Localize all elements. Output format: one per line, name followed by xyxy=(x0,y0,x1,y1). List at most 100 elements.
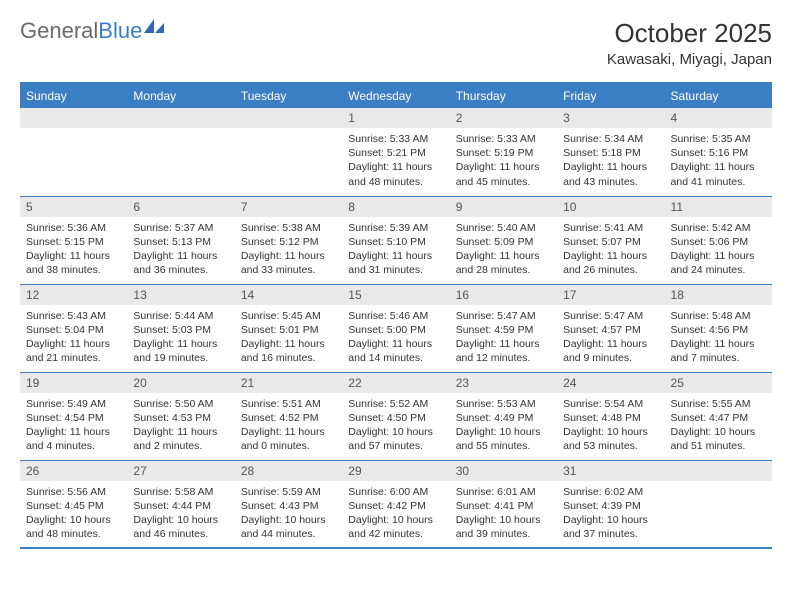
day-details: Sunrise: 5:51 AMSunset: 4:52 PMDaylight:… xyxy=(235,393,342,458)
daylight-text: Daylight: 11 hours and 45 minutes. xyxy=(456,160,551,188)
sunset-text: Sunset: 4:53 PM xyxy=(133,411,228,425)
sunset-text: Sunset: 4:44 PM xyxy=(133,499,228,513)
day-details: Sunrise: 5:39 AMSunset: 5:10 PMDaylight:… xyxy=(342,217,449,282)
sail-icon xyxy=(144,19,166,35)
calendar-day-cell: 8Sunrise: 5:39 AMSunset: 5:10 PMDaylight… xyxy=(342,196,449,284)
logo-text-gray: General xyxy=(20,18,98,44)
day-details: Sunrise: 5:36 AMSunset: 5:15 PMDaylight:… xyxy=(20,217,127,282)
daylight-text: Daylight: 10 hours and 51 minutes. xyxy=(671,425,766,453)
daylight-text: Daylight: 10 hours and 48 minutes. xyxy=(26,513,121,541)
sunset-text: Sunset: 4:39 PM xyxy=(563,499,658,513)
daylight-text: Daylight: 11 hours and 12 minutes. xyxy=(456,337,551,365)
daylight-text: Daylight: 10 hours and 57 minutes. xyxy=(348,425,443,453)
day-number xyxy=(20,108,127,128)
sunrise-text: Sunrise: 5:47 AM xyxy=(563,309,658,323)
sunrise-text: Sunrise: 5:33 AM xyxy=(348,132,443,146)
calendar-empty-cell xyxy=(665,460,772,548)
calendar-day-cell: 9Sunrise: 5:40 AMSunset: 5:09 PMDaylight… xyxy=(450,196,557,284)
day-number: 1 xyxy=(342,108,449,128)
calendar-empty-cell xyxy=(20,108,127,196)
daylight-text: Daylight: 11 hours and 2 minutes. xyxy=(133,425,228,453)
daylight-text: Daylight: 11 hours and 21 minutes. xyxy=(26,337,121,365)
daylight-text: Daylight: 10 hours and 37 minutes. xyxy=(563,513,658,541)
day-header: Monday xyxy=(127,83,234,108)
location-text: Kawasaki, Miyagi, Japan xyxy=(607,51,772,68)
day-number: 20 xyxy=(127,373,234,393)
daylight-text: Daylight: 11 hours and 16 minutes. xyxy=(241,337,336,365)
sunrise-text: Sunrise: 5:45 AM xyxy=(241,309,336,323)
day-number: 18 xyxy=(665,285,772,305)
sunrise-text: Sunrise: 6:01 AM xyxy=(456,485,551,499)
day-details: Sunrise: 5:48 AMSunset: 4:56 PMDaylight:… xyxy=(665,305,772,370)
calendar-day-cell: 30Sunrise: 6:01 AMSunset: 4:41 PMDayligh… xyxy=(450,460,557,548)
sunset-text: Sunset: 4:57 PM xyxy=(563,323,658,337)
day-header: Saturday xyxy=(665,83,772,108)
sunset-text: Sunset: 5:18 PM xyxy=(563,146,658,160)
day-header: Thursday xyxy=(450,83,557,108)
day-details: Sunrise: 5:47 AMSunset: 4:57 PMDaylight:… xyxy=(557,305,664,370)
sunrise-text: Sunrise: 5:48 AM xyxy=(671,309,766,323)
calendar-day-cell: 10Sunrise: 5:41 AMSunset: 5:07 PMDayligh… xyxy=(557,196,664,284)
calendar-body: 1Sunrise: 5:33 AMSunset: 5:21 PMDaylight… xyxy=(20,108,772,548)
daylight-text: Daylight: 11 hours and 41 minutes. xyxy=(671,160,766,188)
sunrise-text: Sunrise: 5:43 AM xyxy=(26,309,121,323)
sunrise-text: Sunrise: 5:38 AM xyxy=(241,221,336,235)
daylight-text: Daylight: 11 hours and 36 minutes. xyxy=(133,249,228,277)
calendar-week-row: 12Sunrise: 5:43 AMSunset: 5:04 PMDayligh… xyxy=(20,284,772,372)
sunrise-text: Sunrise: 5:35 AM xyxy=(671,132,766,146)
day-number: 23 xyxy=(450,373,557,393)
calendar-day-cell: 13Sunrise: 5:44 AMSunset: 5:03 PMDayligh… xyxy=(127,284,234,372)
day-header: Wednesday xyxy=(342,83,449,108)
sunrise-text: Sunrise: 5:36 AM xyxy=(26,221,121,235)
calendar-day-cell: 19Sunrise: 5:49 AMSunset: 4:54 PMDayligh… xyxy=(20,372,127,460)
title-block: October 2025 Kawasaki, Miyagi, Japan xyxy=(607,18,772,68)
day-details: Sunrise: 5:42 AMSunset: 5:06 PMDaylight:… xyxy=(665,217,772,282)
calendar-empty-cell xyxy=(235,108,342,196)
daylight-text: Daylight: 11 hours and 24 minutes. xyxy=(671,249,766,277)
calendar-page: GeneralBlue October 2025 Kawasaki, Miyag… xyxy=(0,0,792,567)
sunrise-text: Sunrise: 6:00 AM xyxy=(348,485,443,499)
day-number: 15 xyxy=(342,285,449,305)
day-header: Tuesday xyxy=(235,83,342,108)
calendar-day-cell: 15Sunrise: 5:46 AMSunset: 5:00 PMDayligh… xyxy=(342,284,449,372)
sunset-text: Sunset: 4:52 PM xyxy=(241,411,336,425)
daylight-text: Daylight: 11 hours and 43 minutes. xyxy=(563,160,658,188)
calendar-day-cell: 6Sunrise: 5:37 AMSunset: 5:13 PMDaylight… xyxy=(127,196,234,284)
day-number: 28 xyxy=(235,461,342,481)
day-number: 16 xyxy=(450,285,557,305)
sunset-text: Sunset: 5:03 PM xyxy=(133,323,228,337)
sunrise-text: Sunrise: 5:41 AM xyxy=(563,221,658,235)
day-details: Sunrise: 6:01 AMSunset: 4:41 PMDaylight:… xyxy=(450,481,557,546)
daylight-text: Daylight: 11 hours and 9 minutes. xyxy=(563,337,658,365)
daylight-text: Daylight: 11 hours and 28 minutes. xyxy=(456,249,551,277)
calendar-day-cell: 5Sunrise: 5:36 AMSunset: 5:15 PMDaylight… xyxy=(20,196,127,284)
day-number xyxy=(127,108,234,128)
day-number: 17 xyxy=(557,285,664,305)
sunset-text: Sunset: 5:00 PM xyxy=(348,323,443,337)
daylight-text: Daylight: 11 hours and 48 minutes. xyxy=(348,160,443,188)
day-number: 5 xyxy=(20,197,127,217)
sunset-text: Sunset: 4:47 PM xyxy=(671,411,766,425)
day-number: 22 xyxy=(342,373,449,393)
day-details: Sunrise: 5:35 AMSunset: 5:16 PMDaylight:… xyxy=(665,128,772,193)
day-details: Sunrise: 5:56 AMSunset: 4:45 PMDaylight:… xyxy=(20,481,127,546)
day-number: 9 xyxy=(450,197,557,217)
day-details: Sunrise: 5:45 AMSunset: 5:01 PMDaylight:… xyxy=(235,305,342,370)
sunset-text: Sunset: 4:59 PM xyxy=(456,323,551,337)
day-details: Sunrise: 5:53 AMSunset: 4:49 PMDaylight:… xyxy=(450,393,557,458)
day-number: 7 xyxy=(235,197,342,217)
daylight-text: Daylight: 11 hours and 38 minutes. xyxy=(26,249,121,277)
day-number: 2 xyxy=(450,108,557,128)
sunrise-text: Sunrise: 5:53 AM xyxy=(456,397,551,411)
day-details: Sunrise: 5:40 AMSunset: 5:09 PMDaylight:… xyxy=(450,217,557,282)
sunset-text: Sunset: 5:06 PM xyxy=(671,235,766,249)
sunrise-text: Sunrise: 5:54 AM xyxy=(563,397,658,411)
sunset-text: Sunset: 5:07 PM xyxy=(563,235,658,249)
calendar-week-row: 19Sunrise: 5:49 AMSunset: 4:54 PMDayligh… xyxy=(20,372,772,460)
daylight-text: Daylight: 11 hours and 33 minutes. xyxy=(241,249,336,277)
calendar-day-cell: 12Sunrise: 5:43 AMSunset: 5:04 PMDayligh… xyxy=(20,284,127,372)
daylight-text: Daylight: 11 hours and 19 minutes. xyxy=(133,337,228,365)
day-number: 10 xyxy=(557,197,664,217)
daylight-text: Daylight: 11 hours and 7 minutes. xyxy=(671,337,766,365)
day-number xyxy=(235,108,342,128)
